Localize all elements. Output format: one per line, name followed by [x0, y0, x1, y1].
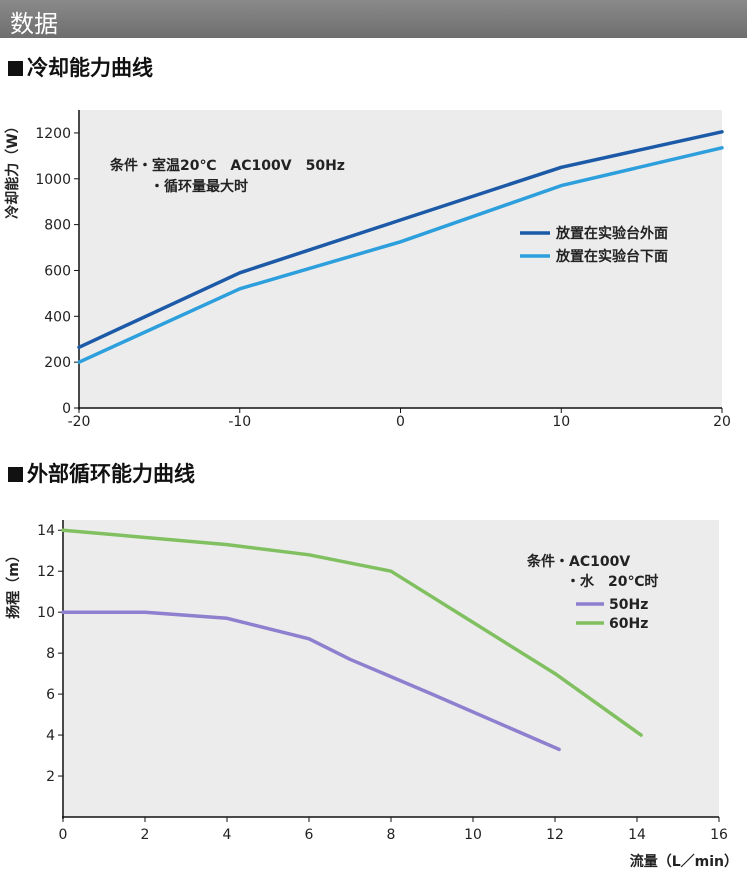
section-title-circulation-text: 外部循环能力曲线: [27, 462, 195, 486]
x-tick-label: 10: [552, 414, 570, 430]
y-tick-label: 1200: [35, 126, 71, 142]
plot-area: [79, 110, 722, 408]
y-tick-label: 14: [37, 523, 55, 539]
x-tick-label: 12: [546, 827, 564, 843]
series-line-1: [77, 146, 724, 364]
section-title-cooling: 冷却能力曲线: [8, 52, 153, 82]
square-bullet-icon: [8, 467, 23, 482]
legend-label-1: 放置在实验台下面: [555, 248, 668, 265]
condition-annotation: 条件・室温20℃ AC100V 50Hz: [109, 157, 345, 174]
y-axis-label: 冷却能力（W）: [4, 119, 21, 218]
legend-label-0: 50Hz: [609, 597, 648, 613]
x-tick-label: 14: [628, 827, 646, 843]
series-line-0: [77, 130, 724, 350]
y-tick-label: 800: [44, 218, 71, 234]
y-tick-label: 8: [46, 646, 55, 662]
legend-label-0: 放置在实验台外面: [555, 225, 668, 242]
cooling-capacity-chart: 0 200 400 600 800 1000 1200 -20 -10 0 10 20 冷却能力（W） 条…: [4, 110, 731, 430]
series-line-0: [61, 610, 561, 752]
y-tick-label: 6: [46, 687, 55, 703]
x-tick-label: 16: [710, 827, 728, 843]
y-tick-label: 12: [37, 564, 55, 580]
y-tick-label: 1000: [35, 172, 71, 188]
section-title-circulation: 外部循环能力曲线: [8, 458, 195, 488]
x-tick-label: 2: [141, 827, 150, 843]
x-tick-label: 20: [713, 414, 731, 430]
condition-annotation: ・循环量最大时: [150, 178, 248, 195]
header-title: 数据: [10, 10, 58, 38]
condition-annotation: ・水 20℃时: [566, 573, 658, 590]
header-bar: 数据: [0, 0, 747, 38]
y-axis-label: 扬程（m）: [5, 548, 22, 619]
section-title-cooling-text: 冷却能力曲线: [27, 56, 153, 80]
x-tick-label: 4: [223, 827, 232, 843]
y-tick-label: 400: [44, 309, 71, 325]
x-tick-label: 10: [464, 827, 482, 843]
condition-annotation: 条件・AC100V: [526, 553, 630, 570]
x-tick-label: 6: [305, 827, 314, 843]
y-tick-label: 2: [46, 769, 55, 785]
x-tick-label: 0: [396, 414, 405, 430]
y-tick-label: 0: [62, 401, 71, 417]
y-tick-label: 200: [44, 355, 71, 371]
square-bullet-icon: [8, 61, 23, 76]
x-tick-label: -10: [228, 414, 251, 430]
y-tick-label: 600: [44, 263, 71, 279]
x-tick-label: 0: [59, 827, 68, 843]
series-line-1: [61, 528, 643, 737]
x-tick-label: -20: [68, 414, 91, 430]
y-tick-label: 4: [46, 728, 55, 744]
x-tick-label: 8: [387, 827, 396, 843]
x-axis-label: 流量（L／min）: [630, 853, 738, 870]
y-tick-label: 10: [37, 605, 55, 621]
legend-label-1: 60Hz: [609, 616, 648, 632]
